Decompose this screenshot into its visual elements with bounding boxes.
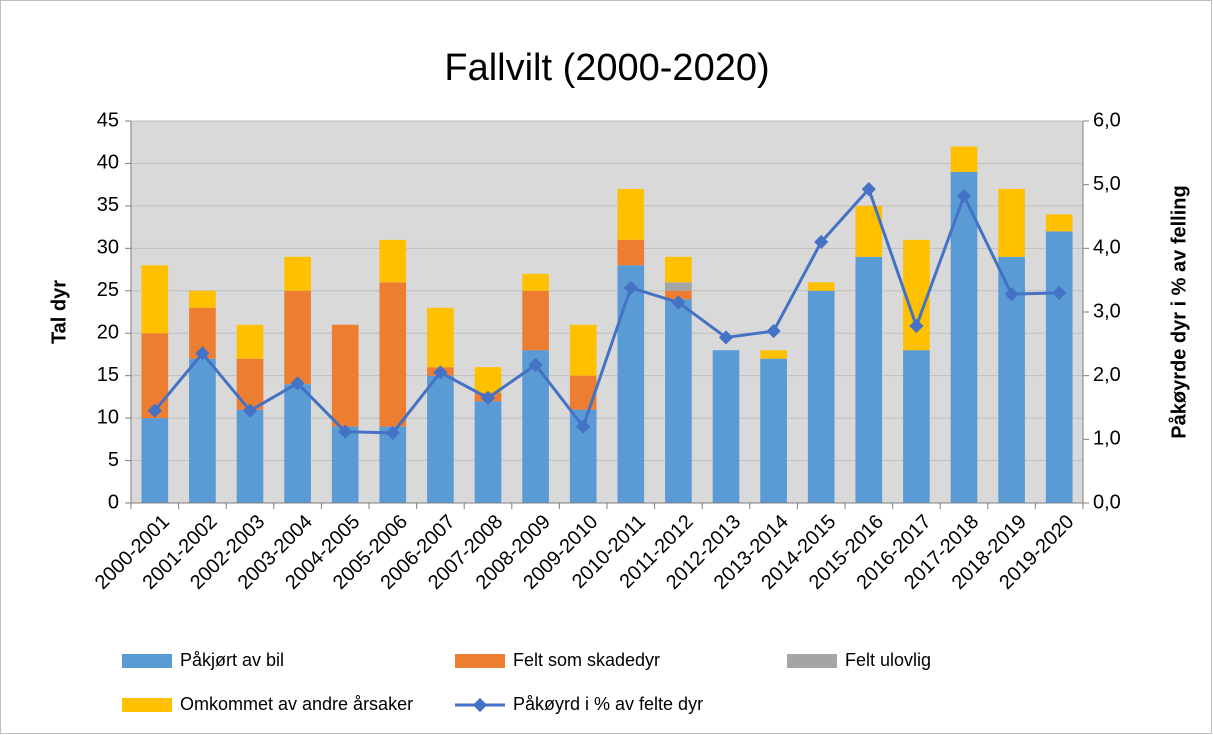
line-marker bbox=[576, 419, 591, 434]
bar-segment bbox=[284, 256, 311, 291]
legend-label: Felt som skadedyr bbox=[513, 650, 660, 670]
bar-segment bbox=[998, 188, 1025, 257]
line-marker bbox=[1004, 287, 1019, 302]
legend-marker bbox=[472, 697, 488, 713]
bar-segment bbox=[1045, 231, 1073, 503]
bar-segment bbox=[522, 290, 549, 351]
y-tick-label: 15 bbox=[97, 364, 119, 386]
bar-segment bbox=[284, 384, 311, 503]
bar-segment bbox=[617, 265, 645, 503]
legend-label: Omkommet av andre årsaker bbox=[180, 694, 413, 714]
bar-segment bbox=[807, 290, 835, 503]
y2-tick-label: 5,0 bbox=[1093, 173, 1121, 195]
y-tick-label: 0 bbox=[108, 491, 119, 513]
bar-segment bbox=[189, 358, 216, 503]
y-tick-label: 30 bbox=[97, 237, 119, 259]
y-tick-label: 45 bbox=[97, 109, 119, 131]
line-marker bbox=[528, 357, 543, 372]
legend-swatch bbox=[455, 654, 505, 668]
bar-segment bbox=[427, 307, 454, 368]
line-marker bbox=[623, 280, 638, 295]
legend-swatch bbox=[787, 654, 837, 668]
bar-segment bbox=[617, 239, 645, 266]
line-marker bbox=[338, 424, 353, 439]
line-marker bbox=[290, 376, 305, 391]
y-tick-label: 40 bbox=[97, 152, 119, 174]
bar-segment bbox=[569, 375, 597, 410]
bar-segment bbox=[950, 146, 978, 172]
bar-segment bbox=[760, 350, 787, 359]
bar-segment bbox=[950, 171, 978, 503]
legend-swatch bbox=[122, 698, 172, 712]
bar-segment bbox=[665, 256, 692, 283]
bar-segment bbox=[236, 358, 264, 410]
line-marker bbox=[956, 189, 972, 204]
bar-segment bbox=[189, 290, 216, 308]
legend-swatch bbox=[122, 654, 172, 668]
line-marker bbox=[1052, 285, 1067, 300]
bar-segment bbox=[665, 299, 692, 503]
line-marker bbox=[814, 234, 829, 250]
bar-segment bbox=[665, 282, 692, 291]
bar-segment bbox=[569, 324, 597, 376]
y2-tick-label: 6,0 bbox=[1093, 109, 1121, 131]
y-tick-label: 10 bbox=[97, 406, 119, 428]
bar-segment bbox=[236, 324, 264, 359]
bar-segment bbox=[141, 418, 169, 503]
bar-segment bbox=[474, 367, 502, 393]
legend-label: Felt ulovlig bbox=[845, 650, 931, 670]
line-marker bbox=[909, 318, 924, 334]
line-marker bbox=[480, 390, 496, 406]
line-marker bbox=[766, 324, 781, 339]
y2-tick-label: 3,0 bbox=[1093, 300, 1121, 322]
line bbox=[153, 186, 1060, 435]
bar-segment bbox=[617, 188, 645, 240]
bar-segment bbox=[712, 350, 740, 503]
line-marker bbox=[242, 403, 258, 418]
bar-segment bbox=[665, 290, 692, 300]
bar-segment bbox=[379, 239, 407, 283]
line-marker bbox=[861, 182, 876, 197]
bar-segment bbox=[427, 375, 454, 503]
line-marker bbox=[147, 403, 162, 418]
y-tick-label: 35 bbox=[97, 194, 119, 216]
chart-title: Fallvilt (2000-2020) bbox=[444, 47, 769, 89]
bar-segment bbox=[1045, 214, 1073, 232]
y-axis-label: Tal dyr bbox=[48, 280, 70, 344]
bar-segment bbox=[331, 324, 359, 427]
line-marker bbox=[433, 365, 448, 380]
line-marker bbox=[671, 295, 686, 310]
legend-label: Påkjørt av bil bbox=[180, 650, 284, 670]
bar-segment bbox=[903, 350, 930, 503]
bar-segment bbox=[522, 273, 549, 291]
bar-segment bbox=[474, 401, 502, 503]
bar-segment bbox=[141, 265, 169, 334]
legend-label: Påkøyrd i % av felte dyr bbox=[513, 694, 703, 714]
y2-tick-label: 1,0 bbox=[1093, 428, 1121, 450]
y2-axis-label: Påkøyrde dyr i % av felling bbox=[1167, 185, 1190, 438]
bar-segment bbox=[236, 409, 264, 503]
plot-area bbox=[131, 121, 1083, 503]
y2-tick-label: 4,0 bbox=[1093, 237, 1121, 259]
line-marker bbox=[718, 330, 734, 345]
bar-segment bbox=[807, 282, 835, 291]
y2-tick-label: 0,0 bbox=[1093, 491, 1121, 513]
y-tick-label: 25 bbox=[97, 279, 119, 301]
y-tick-label: 5 bbox=[108, 449, 119, 471]
bar-segment bbox=[331, 426, 359, 503]
line-marker bbox=[195, 346, 210, 361]
bar-segment bbox=[284, 290, 311, 385]
bar-segment bbox=[855, 256, 883, 503]
bar-segment bbox=[379, 282, 407, 427]
y2-tick-label: 2,0 bbox=[1093, 364, 1121, 386]
y-tick-label: 20 bbox=[97, 322, 119, 344]
line-marker bbox=[385, 425, 400, 441]
bar-segment bbox=[760, 358, 787, 503]
